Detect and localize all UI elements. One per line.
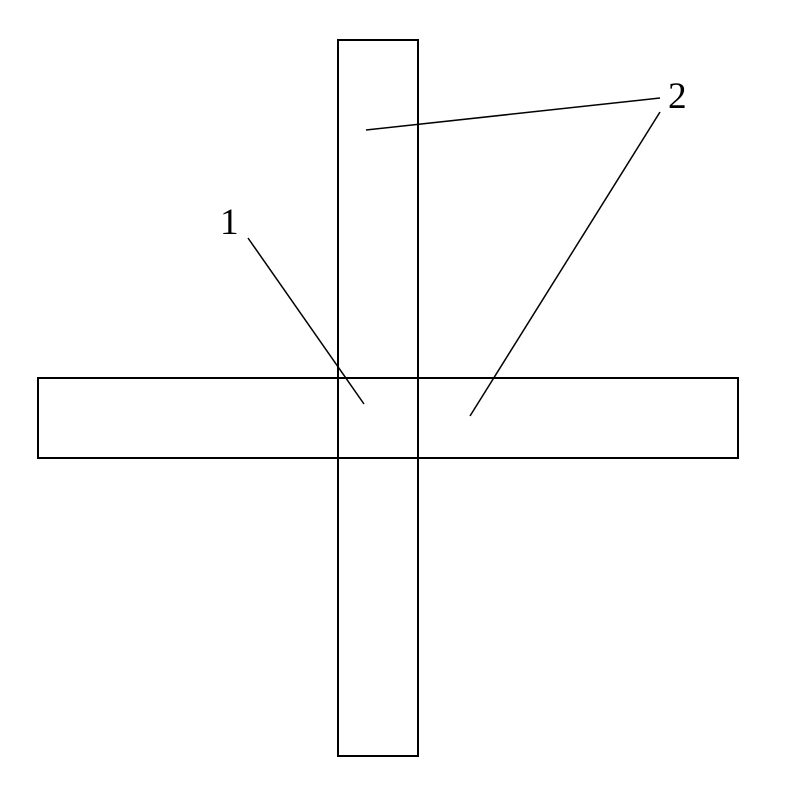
leader-line-2-lower bbox=[470, 112, 660, 416]
arm-left bbox=[38, 378, 338, 458]
arm-top bbox=[338, 40, 418, 378]
leader-line-2-upper bbox=[366, 98, 660, 130]
leader-line-1 bbox=[248, 238, 364, 404]
arm-bottom bbox=[338, 458, 418, 756]
center-square bbox=[338, 378, 418, 458]
label-2: 2 bbox=[668, 76, 687, 117]
arm-right bbox=[418, 378, 738, 458]
label-1: 1 bbox=[220, 202, 239, 243]
